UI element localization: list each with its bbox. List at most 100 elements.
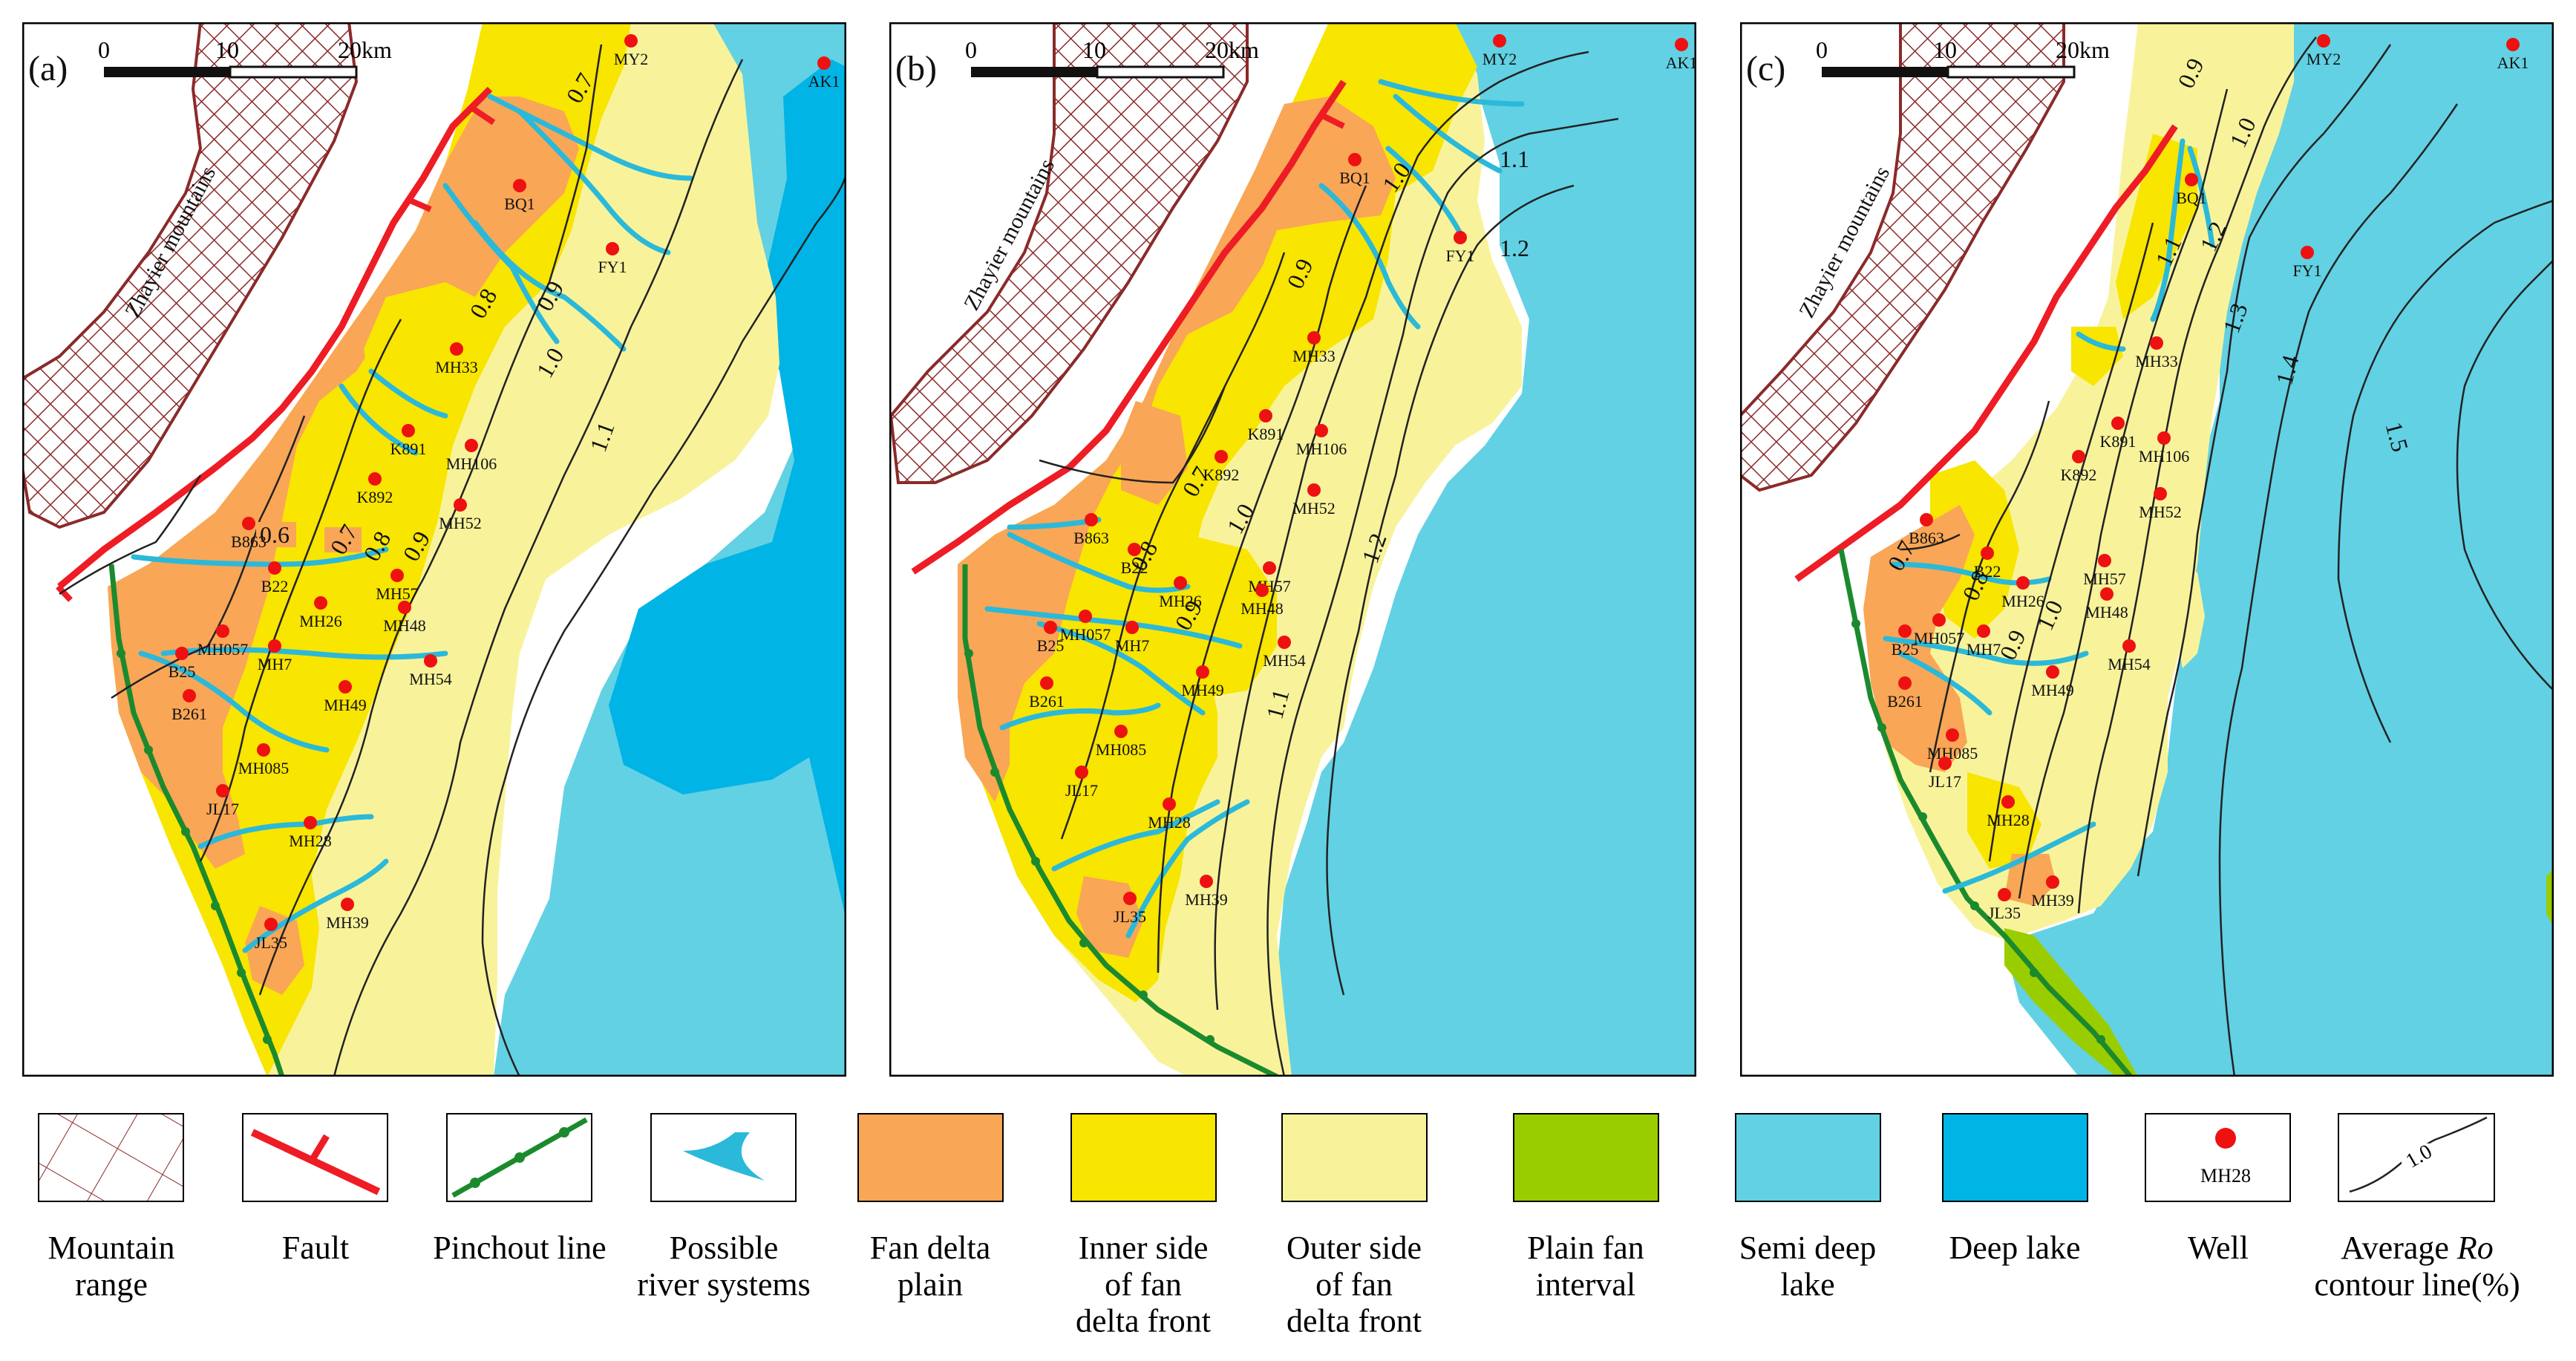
svg-text:1.2: 1.2 bbox=[1500, 235, 1529, 261]
svg-text:20km: 20km bbox=[338, 36, 392, 63]
inner-front-area bbox=[958, 22, 1477, 1002]
inner-front-lobe bbox=[2071, 327, 2123, 386]
well-label: MH57 bbox=[2083, 569, 2125, 588]
well-marker: B863 bbox=[1909, 513, 1944, 547]
well-dot bbox=[2046, 665, 2059, 679]
well-label: MH085 bbox=[1096, 740, 1146, 759]
well-marker: MH085 bbox=[1927, 728, 1978, 763]
well-label: MH57 bbox=[1248, 577, 1290, 595]
fault-line bbox=[57, 86, 493, 590]
well-dot bbox=[1163, 797, 1176, 811]
well-label: MH26 bbox=[299, 612, 341, 630]
well-marker: MH26 bbox=[299, 596, 342, 630]
legend-swatch bbox=[1513, 1113, 1659, 1202]
well-dot bbox=[175, 647, 189, 660]
well-label: MH085 bbox=[1927, 744, 1978, 763]
well-marker: BQ1 bbox=[504, 179, 535, 213]
well-marker: K891 bbox=[2100, 417, 2136, 451]
well-marker: B22 bbox=[1974, 546, 2001, 581]
well-label: MY2 bbox=[2307, 50, 2341, 68]
well-marker: MH49 bbox=[2031, 665, 2074, 699]
well-marker: MH49 bbox=[1181, 665, 1224, 699]
well-label: K891 bbox=[390, 440, 427, 458]
well-symbol bbox=[2215, 1128, 2236, 1149]
svg-text:1.1: 1.1 bbox=[1500, 146, 1529, 172]
well-dot bbox=[1085, 513, 1098, 526]
well-label: MH54 bbox=[1263, 651, 1305, 670]
fan-delta-plain-lobe bbox=[245, 906, 304, 995]
well-label: MH54 bbox=[409, 670, 451, 688]
pinchout-line bbox=[1838, 549, 2133, 1077]
well-dot bbox=[1079, 610, 1092, 623]
well-dot bbox=[339, 680, 352, 693]
well-dot bbox=[1125, 621, 1139, 634]
well-marker: FY1 bbox=[598, 242, 627, 276]
well-dot bbox=[624, 34, 638, 48]
legend-plain-fan: Plain fan interval bbox=[1513, 1113, 1659, 1302]
well-marker: FY1 bbox=[1445, 231, 1475, 265]
legend-pinchout: Pinchout line bbox=[433, 1113, 607, 1266]
fan-delta-plain-area bbox=[1863, 505, 1975, 772]
well-marker: MH39 bbox=[2031, 875, 2074, 910]
well-label: MH49 bbox=[2031, 681, 2073, 699]
well-dot bbox=[1174, 576, 1187, 590]
mountain-range bbox=[889, 22, 1249, 484]
legend-swatch bbox=[1281, 1113, 1428, 1202]
well-dot bbox=[1040, 676, 1053, 690]
well-label: B25 bbox=[1037, 636, 1065, 655]
well-marker: MH54 bbox=[409, 654, 452, 688]
well-label: JL35 bbox=[255, 933, 287, 952]
well-label: FY1 bbox=[598, 258, 627, 276]
well-label: MH48 bbox=[383, 616, 425, 635]
legend-label: Deep lake bbox=[1949, 1230, 2080, 1266]
fault-ticks bbox=[56, 105, 496, 602]
well-marker: MH52 bbox=[2139, 487, 2182, 521]
well-label: MH26 bbox=[2001, 592, 2044, 610]
legend-fault: Fault bbox=[242, 1113, 388, 1266]
well-marker: B25 bbox=[1037, 621, 1065, 655]
well-marker: MH057 bbox=[1914, 613, 1964, 647]
well-dot bbox=[817, 56, 831, 70]
well-label: AK1 bbox=[1666, 53, 1698, 72]
legend-swatch bbox=[38, 1113, 184, 1202]
well-dot bbox=[1259, 409, 1272, 422]
well-dot bbox=[1981, 546, 1994, 560]
well-dot bbox=[341, 898, 354, 911]
pinchout-line bbox=[108, 564, 285, 1077]
well-dot bbox=[2016, 576, 2030, 590]
well-marker: MH057 bbox=[1060, 610, 1111, 644]
well-label: FY1 bbox=[1445, 247, 1474, 265]
pinchout-dots bbox=[1851, 619, 2105, 1044]
well-label: MH52 bbox=[2139, 503, 2181, 521]
legend-ro-contour: 1.0 Average Ro contour line(%) bbox=[2314, 1113, 2520, 1302]
well-dot bbox=[1196, 665, 1209, 679]
legend: Mountain range Fault Pinchout line Possib… bbox=[38, 1113, 2520, 1339]
well-marker: MH48 bbox=[2085, 587, 2128, 621]
well-label: MH7 bbox=[1967, 640, 2001, 659]
well-label: MH52 bbox=[1292, 499, 1335, 518]
well-label: B22 bbox=[1974, 562, 2001, 581]
fan-delta-plain-area bbox=[108, 97, 579, 869]
well-marker: MH106 bbox=[446, 439, 497, 473]
well-dot bbox=[1215, 450, 1228, 463]
well-marker: JL35 bbox=[255, 918, 287, 952]
well-marker: B22 bbox=[261, 561, 288, 595]
well-label: MH106 bbox=[446, 454, 497, 473]
well-dot bbox=[1898, 676, 1912, 690]
svg-text:0: 0 bbox=[98, 36, 110, 63]
fault-line bbox=[911, 79, 1347, 575]
inner-front-lobe bbox=[1967, 772, 2041, 869]
well-label: MY2 bbox=[614, 50, 648, 68]
well-label: FY1 bbox=[2292, 261, 2321, 280]
well-dot bbox=[242, 517, 255, 530]
mountain-range bbox=[22, 22, 359, 529]
well-dot bbox=[268, 639, 281, 653]
well-marker: B863 bbox=[1073, 513, 1109, 547]
well-dot bbox=[1128, 543, 1141, 556]
well-marker: JL17 bbox=[206, 784, 239, 818]
svg-text:20km: 20km bbox=[2056, 36, 2110, 63]
well-dot bbox=[2301, 246, 2314, 259]
panel-a-overlay: (a) 0 10 20km bbox=[28, 36, 392, 88]
inner-front-lobe bbox=[1930, 460, 2019, 639]
